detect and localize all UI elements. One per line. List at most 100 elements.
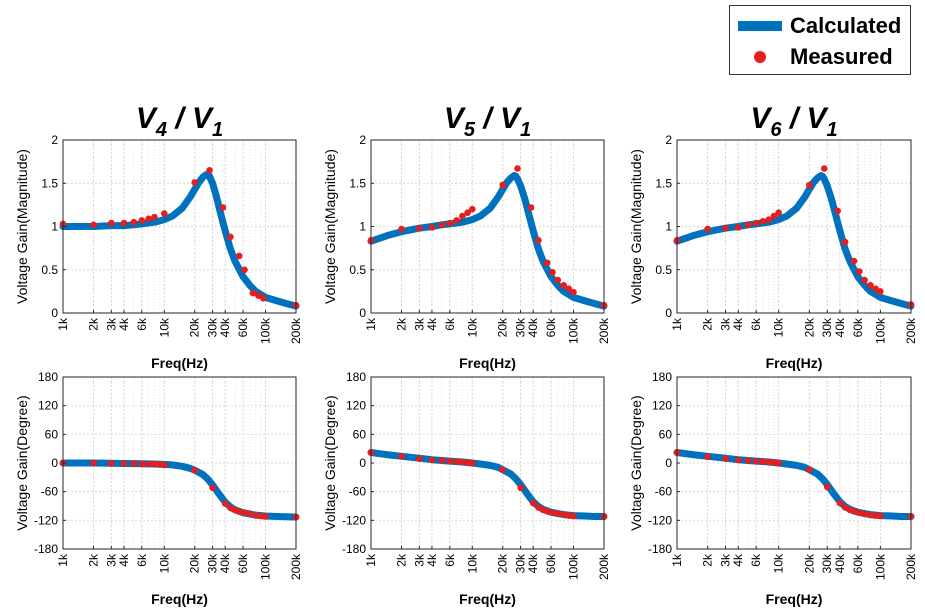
x-tick-label: 6k bbox=[749, 553, 763, 567]
x-tick-label: 6k bbox=[135, 553, 149, 567]
measured-point bbox=[398, 453, 405, 460]
measured-point bbox=[398, 225, 405, 233]
measured-point bbox=[549, 269, 556, 276]
measured-point bbox=[120, 460, 128, 467]
title-sub2: 1 bbox=[827, 119, 838, 141]
legend-calculated-swatch bbox=[738, 21, 782, 31]
measured-point bbox=[499, 181, 507, 189]
measured-point bbox=[262, 513, 269, 520]
y-tick-label: 1 bbox=[665, 220, 672, 234]
x-tick-label: 10k bbox=[465, 317, 479, 337]
measured-point bbox=[499, 466, 507, 474]
y-axis-label: Voltage Gain(Degree) bbox=[322, 395, 338, 530]
measured-point bbox=[861, 276, 868, 284]
x-tick-label: 10k bbox=[157, 317, 171, 337]
measured-point bbox=[744, 221, 752, 229]
measured-point bbox=[108, 460, 115, 467]
measured-point bbox=[90, 221, 97, 229]
measured-point bbox=[775, 459, 782, 467]
y-axis-label: Voltage Gain(Magnitude) bbox=[14, 149, 30, 304]
x-tick-label: 60k bbox=[851, 553, 865, 573]
measured-point bbox=[836, 499, 844, 507]
title-sep: / V bbox=[782, 102, 830, 135]
legend-calculated-label: Calculated bbox=[790, 13, 902, 38]
title-sub2: 1 bbox=[212, 119, 223, 141]
measured-point bbox=[565, 285, 573, 293]
title-sub2: 1 bbox=[520, 119, 531, 141]
measured-point bbox=[428, 224, 436, 231]
title-sub: 5 bbox=[464, 119, 476, 141]
measured-point bbox=[438, 221, 446, 229]
x-tick-label: 2k bbox=[701, 553, 715, 567]
measured-point bbox=[464, 209, 471, 216]
measured-point bbox=[514, 165, 521, 172]
measured-point bbox=[806, 181, 813, 189]
measured-point bbox=[209, 484, 216, 492]
y-tick-label: 1.5 bbox=[655, 176, 672, 190]
measured-point bbox=[744, 457, 752, 464]
y-tick-label: 0 bbox=[51, 306, 58, 320]
x-axis-label: Freq(Hz) bbox=[459, 355, 516, 371]
y-tick-label: 0.5 bbox=[41, 263, 58, 277]
measured-point bbox=[161, 461, 168, 469]
y-tick-label: 0.5 bbox=[349, 263, 366, 277]
x-tick-label: 100k bbox=[259, 317, 273, 344]
x-tick-label: 10k bbox=[772, 317, 786, 337]
y-tick-label: 0 bbox=[665, 456, 672, 470]
measured-point bbox=[438, 457, 446, 464]
measured-point bbox=[90, 459, 97, 467]
measured-point bbox=[221, 500, 229, 507]
y-tick-label: -120 bbox=[34, 513, 58, 527]
x-tick-label: 4k bbox=[731, 553, 745, 567]
measured-point bbox=[138, 460, 146, 468]
y-tick-label: -180 bbox=[34, 542, 58, 556]
panel-title: V5 / V1 bbox=[444, 102, 531, 141]
measured-point bbox=[145, 460, 152, 468]
measured-point bbox=[867, 282, 874, 289]
measured-point bbox=[759, 458, 767, 465]
x-tick-label: 1k bbox=[670, 553, 684, 567]
measured-point bbox=[543, 259, 551, 267]
measured-point bbox=[260, 295, 267, 302]
x-tick-label: 100k bbox=[259, 553, 273, 580]
title-var: V bbox=[750, 102, 773, 135]
measured-point bbox=[535, 237, 542, 244]
y-tick-label: -60 bbox=[655, 485, 673, 499]
y-axis-label: Voltage Gain(Magnitude) bbox=[322, 149, 338, 304]
x-tick-label: 1k bbox=[670, 317, 684, 331]
y-tick-label: 2 bbox=[665, 133, 672, 147]
x-tick-label: 1k bbox=[364, 317, 378, 331]
x-tick-label: 10k bbox=[465, 553, 479, 573]
measured-point bbox=[841, 238, 849, 246]
x-tick-label: 40k bbox=[526, 317, 540, 337]
x-tick-label: 30k bbox=[514, 553, 528, 573]
measured-point bbox=[527, 204, 535, 211]
y-tick-label: 60 bbox=[659, 427, 673, 441]
y-axis-label: Voltage Gain(Magnitude) bbox=[628, 149, 644, 304]
y-tick-label: -120 bbox=[342, 513, 366, 527]
panel-title: V6 / V1 bbox=[750, 102, 837, 141]
x-tick-label: 30k bbox=[206, 553, 220, 573]
measured-point bbox=[151, 460, 158, 468]
measured-point bbox=[570, 288, 577, 296]
x-tick-label: 4k bbox=[425, 553, 439, 567]
measured-point bbox=[416, 455, 423, 463]
measured-point bbox=[191, 466, 198, 474]
y-tick-label: -120 bbox=[648, 513, 672, 527]
x-tick-label: 6k bbox=[443, 317, 457, 331]
measured-point bbox=[549, 509, 556, 516]
x-tick-label: 6k bbox=[749, 317, 763, 331]
y-tick-label: 1 bbox=[51, 220, 58, 234]
measured-point bbox=[130, 218, 138, 226]
legend-entry-measured: Measured bbox=[730, 42, 910, 72]
x-tick-label: 6k bbox=[443, 553, 457, 567]
x-tick-label: 3k bbox=[412, 553, 426, 567]
measured-point bbox=[554, 276, 562, 284]
x-tick-label: 4k bbox=[117, 317, 131, 331]
x-axis-label: Freq(Hz) bbox=[151, 591, 208, 607]
measured-point bbox=[856, 509, 863, 516]
legend-measured-swatch bbox=[754, 51, 766, 63]
x-tick-label: 20k bbox=[496, 553, 510, 573]
